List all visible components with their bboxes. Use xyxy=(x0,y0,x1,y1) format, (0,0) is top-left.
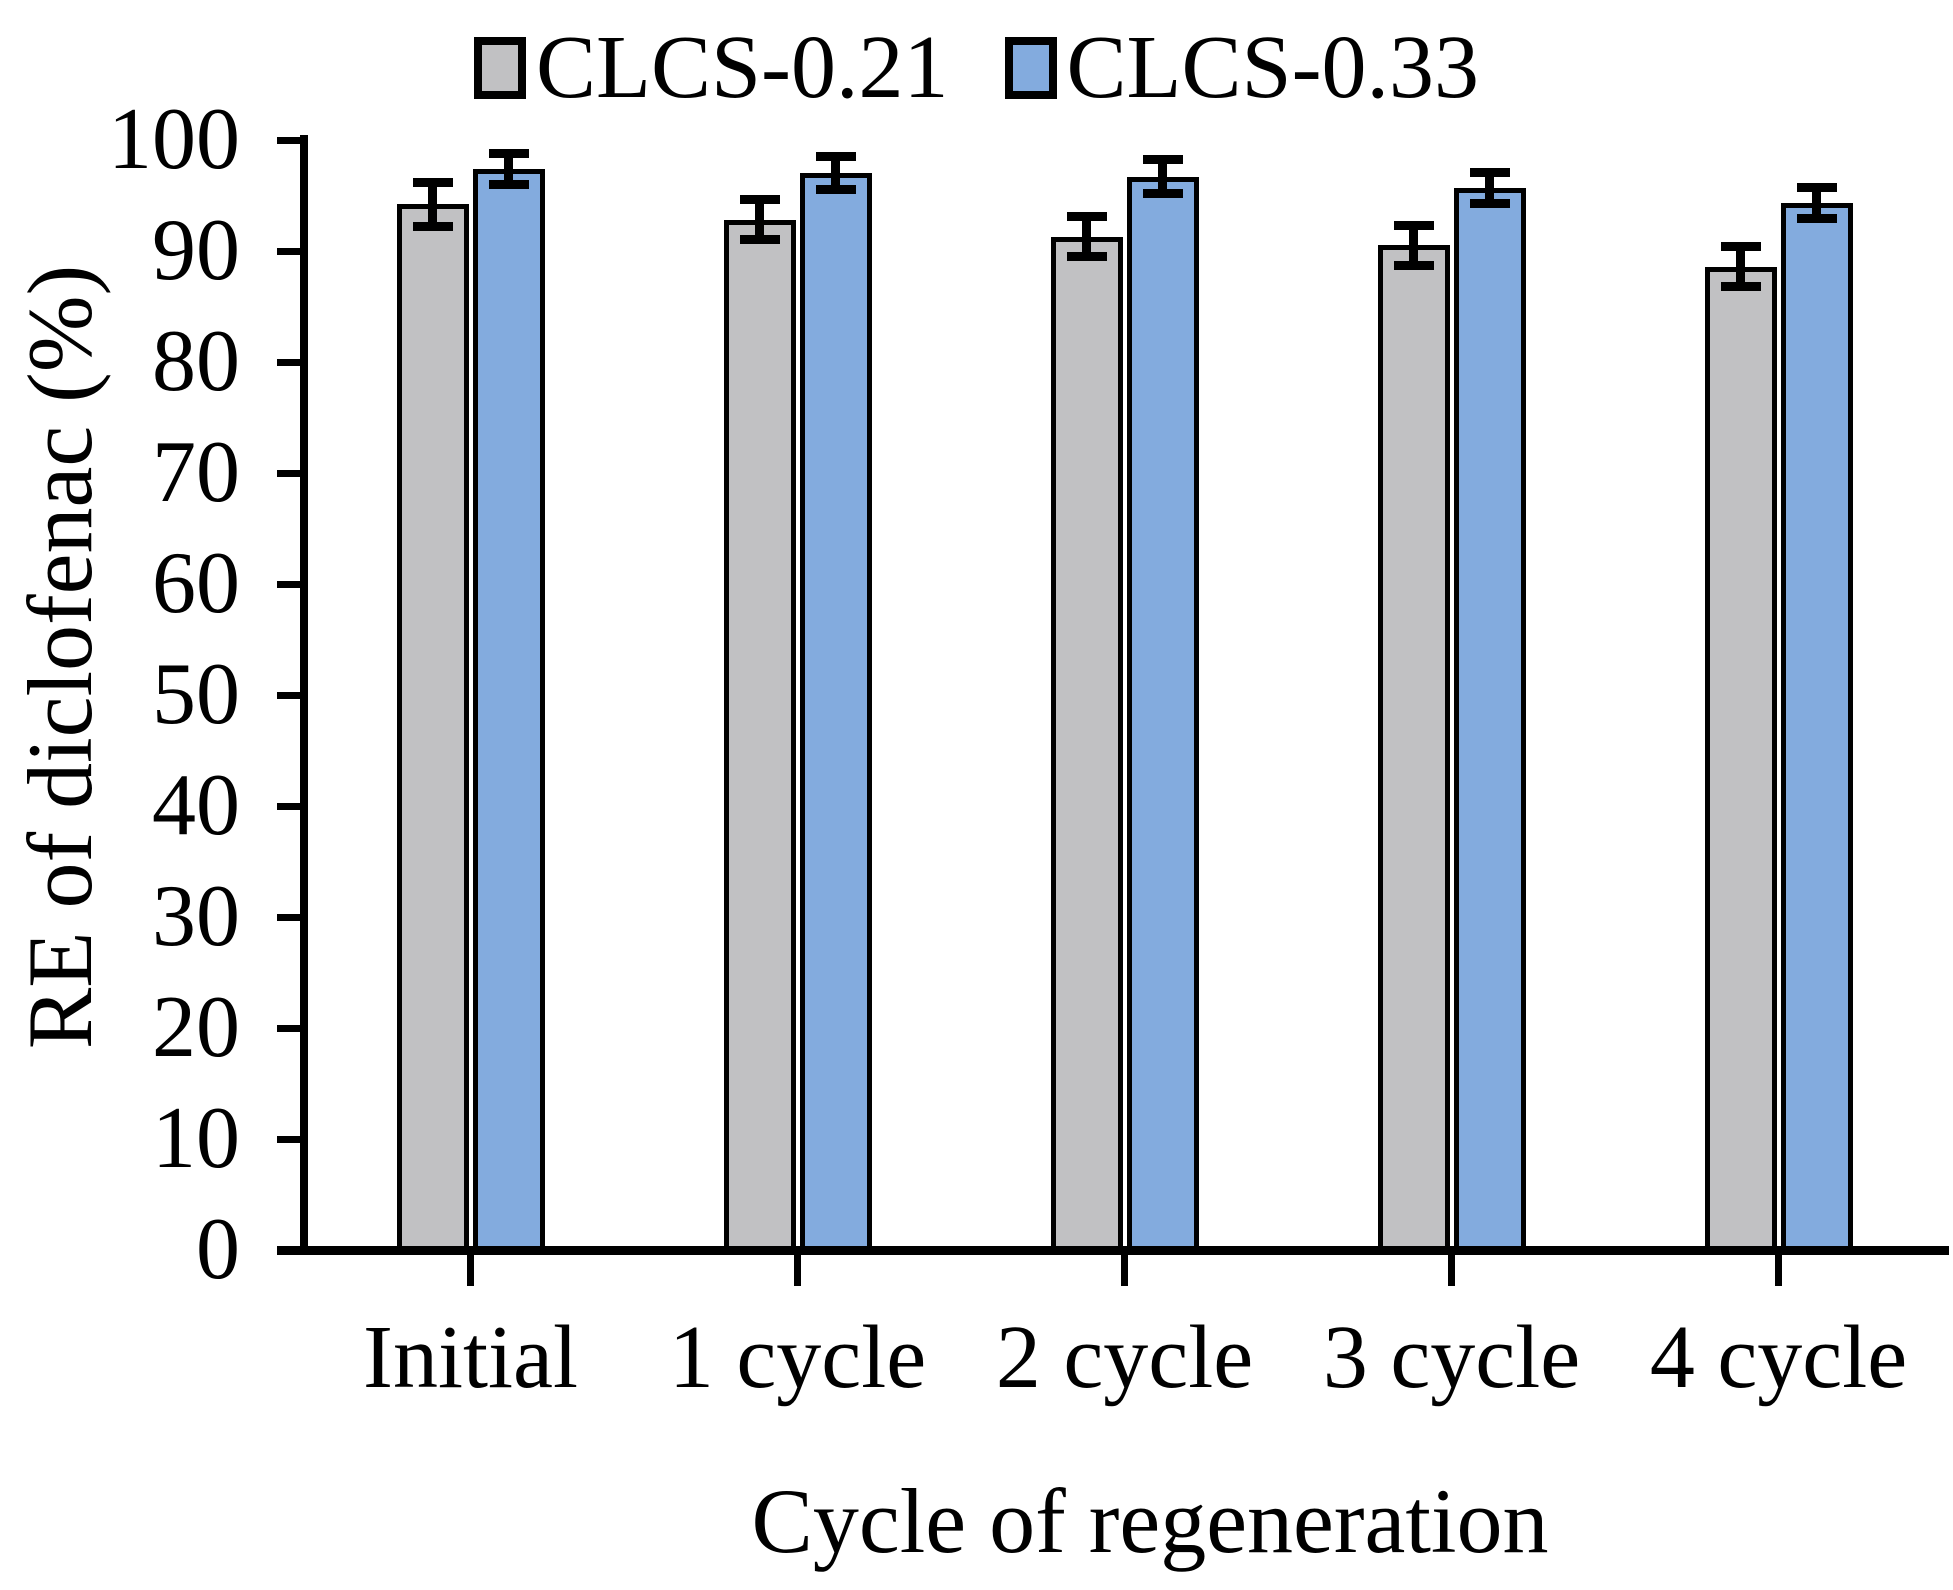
y-axis-title: RE of diclofenac (%) xyxy=(9,264,111,1050)
error-bar-cap-bottom xyxy=(1066,252,1107,262)
x-axis-tick xyxy=(467,1250,474,1286)
legend: CLCS-0.21 CLCS-0.33 xyxy=(0,18,1953,118)
bar-CLCS-0.33-1-cycle xyxy=(799,173,872,1254)
y-axis-tick xyxy=(277,247,307,255)
error-bar-line xyxy=(755,199,764,240)
y-tick-label: 10 xyxy=(152,1090,240,1187)
y-tick-label: 80 xyxy=(152,313,240,410)
error-bar-cap-top xyxy=(1393,220,1434,230)
bar-CLCS-0.21-3-cycle xyxy=(1377,245,1450,1254)
error-bar-cap-top xyxy=(815,152,856,162)
error-bar-cap-top xyxy=(1720,242,1761,252)
error-bar-cap-top xyxy=(488,148,529,158)
legend-label-clcs-0-21: CLCS-0.21 xyxy=(535,18,949,117)
x-tick-label: 4 cycle xyxy=(1649,1308,1908,1407)
y-tick-label: 90 xyxy=(152,202,240,299)
x-axis-line xyxy=(277,1246,1949,1255)
x-axis-tick xyxy=(1448,1250,1455,1286)
error-bar-line xyxy=(504,153,513,185)
y-axis-tick xyxy=(277,1135,307,1143)
x-axis-tick xyxy=(1121,1250,1128,1286)
error-bar-line xyxy=(1409,225,1418,266)
legend-label-clcs-0-33: CLCS-0.33 xyxy=(1066,18,1480,117)
error-bar-cap-bottom xyxy=(412,222,453,232)
error-bar-cap-bottom xyxy=(739,235,780,245)
error-bar-cap-bottom xyxy=(488,179,529,189)
x-axis-title: Cycle of regeneration xyxy=(751,1470,1549,1572)
x-axis-tick xyxy=(794,1250,801,1286)
error-bar-cap-top xyxy=(412,177,453,187)
error-bar-cap-bottom xyxy=(815,185,856,195)
bar-CLCS-0.21-1-cycle xyxy=(723,219,796,1254)
y-tick-label: 70 xyxy=(152,424,240,521)
x-tick-label: 3 cycle xyxy=(1322,1308,1581,1407)
bar-CLCS-0.33-3-cycle xyxy=(1453,187,1526,1254)
error-bar-cap-bottom xyxy=(1796,214,1837,224)
error-bar-line xyxy=(1485,172,1494,204)
y-tick-label: 50 xyxy=(152,646,240,743)
error-bar-line xyxy=(831,156,840,190)
bar-CLCS-0.33-4-cycle xyxy=(1780,203,1853,1254)
legend-swatch-clcs-0-33-icon xyxy=(1004,37,1057,99)
y-axis-tick xyxy=(277,358,307,366)
error-bar-cap-bottom xyxy=(1469,198,1510,208)
error-bar-cap-bottom xyxy=(1720,282,1761,292)
error-bar-line xyxy=(1812,187,1821,219)
error-bar-line xyxy=(1082,216,1091,257)
error-bar-cap-top xyxy=(1066,212,1107,222)
error-bar-cap-top xyxy=(1796,183,1837,193)
y-axis-tick xyxy=(277,802,307,810)
bar-CLCS-0.21-2-cycle xyxy=(1050,236,1123,1254)
y-axis-tick xyxy=(277,580,307,588)
legend-swatch-clcs-0-21-icon xyxy=(473,37,526,99)
error-bar-cap-top xyxy=(739,195,780,205)
error-bar-cap-bottom xyxy=(1393,260,1434,270)
error-bar-line xyxy=(1158,159,1167,194)
error-bar-cap-bottom xyxy=(1142,188,1183,198)
bar-CLCS-0.21-4-cycle xyxy=(1704,266,1777,1254)
y-axis-tick xyxy=(277,913,307,921)
error-bar-cap-top xyxy=(1142,155,1183,165)
y-tick-label: 30 xyxy=(152,868,240,965)
x-tick-label: 2 cycle xyxy=(995,1308,1254,1407)
y-axis-tick xyxy=(277,136,307,144)
error-bar-line xyxy=(428,182,437,227)
y-tick-label: 60 xyxy=(152,535,240,632)
x-axis-tick xyxy=(1775,1250,1782,1286)
y-axis-tick xyxy=(277,469,307,477)
bar-CLCS-0.21-Initial xyxy=(396,204,469,1254)
legend-item-clcs-0-33: CLCS-0.33 xyxy=(1004,18,1480,117)
y-tick-label: 0 xyxy=(196,1201,240,1298)
error-bar-line xyxy=(1736,246,1745,287)
bar-CLCS-0.33-2-cycle xyxy=(1126,176,1199,1254)
legend-item-clcs-0-21: CLCS-0.21 xyxy=(473,18,949,117)
y-axis-tick xyxy=(277,691,307,699)
bar-CLCS-0.33-Initial xyxy=(472,168,545,1254)
error-bar-cap-top xyxy=(1469,167,1510,177)
x-tick-label: 1 cycle xyxy=(668,1308,927,1407)
y-axis-tick xyxy=(277,1024,307,1032)
y-tick-label: 40 xyxy=(152,757,240,854)
y-axis-line xyxy=(300,135,308,1255)
x-tick-label: Initial xyxy=(363,1308,578,1407)
y-tick-label: 100 xyxy=(108,91,240,188)
y-tick-label: 20 xyxy=(152,979,240,1076)
